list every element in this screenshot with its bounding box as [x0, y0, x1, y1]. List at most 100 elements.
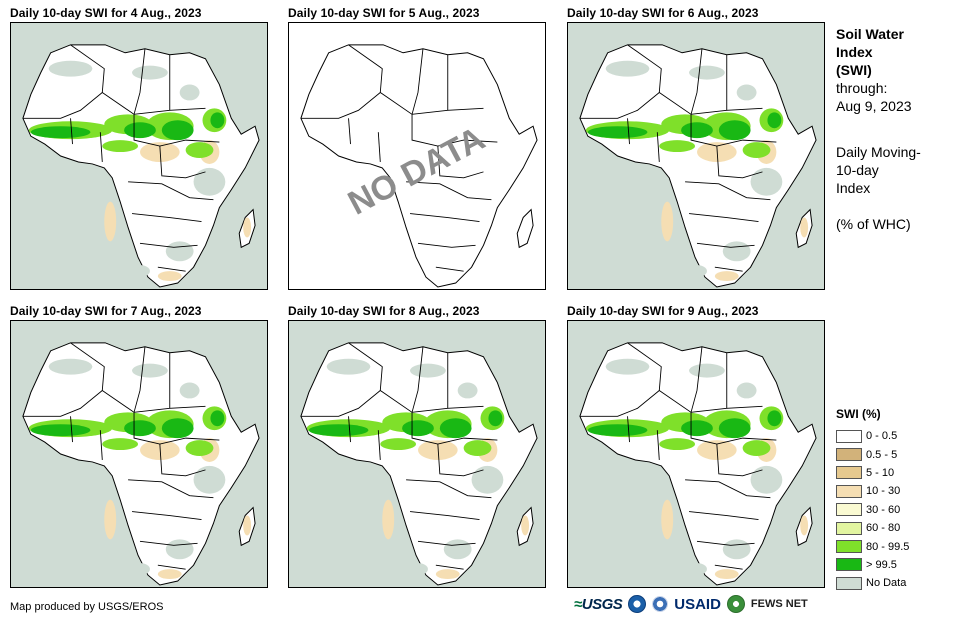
legend-label: No Data: [866, 577, 907, 590]
africa-map: [568, 321, 824, 587]
no-data-area: [443, 539, 472, 560]
country-border: [410, 213, 480, 222]
dry-area: [800, 515, 809, 536]
no-data-area: [179, 84, 200, 101]
no-data-area: [179, 382, 200, 399]
country-border: [627, 44, 662, 93]
swi-overlay: [585, 60, 809, 282]
country-border: [159, 444, 206, 477]
dry-area: [661, 499, 674, 540]
country-border: [627, 118, 630, 145]
no-data-area: [193, 465, 226, 494]
dry-area: [435, 569, 460, 580]
dry-area: [243, 515, 252, 536]
saturated-area: [161, 120, 194, 141]
country-border: [417, 540, 476, 546]
no-data-area: [193, 167, 226, 196]
usgs-logo: ≈USGS: [574, 595, 623, 613]
legend-swatch: [836, 484, 862, 498]
country-border: [714, 564, 743, 570]
country-border: [70, 118, 73, 145]
country-border: [437, 444, 484, 477]
country-border: [300, 92, 381, 119]
panel-title: Daily 10-day SWI for 6 Aug., 2023: [567, 6, 759, 20]
swi-overlay: [28, 60, 252, 282]
africa-map: [11, 321, 267, 587]
country-border: [133, 48, 146, 115]
desc-line2: 10-day: [836, 162, 879, 178]
africa-landmass: [579, 44, 817, 288]
swi-overlay: [28, 358, 252, 580]
legend-label: 5 - 10: [866, 466, 895, 479]
no-data-area: [736, 84, 757, 101]
map-frame: [288, 320, 546, 588]
panel-title: Daily 10-day SWI for 7 Aug., 2023: [10, 304, 202, 318]
legend-swatch: [836, 429, 862, 443]
country-border: [689, 511, 759, 520]
legend-item: 80 - 99.5: [836, 537, 961, 555]
fews-globe-icon: [726, 595, 745, 613]
dry-area: [382, 499, 395, 540]
country-border: [139, 540, 198, 546]
legend: SWI (%) 0 - 0.5 0.5 - 5 5 - 10 10 - 30 30 - …: [836, 407, 961, 593]
country-border: [22, 92, 103, 119]
country-border: [159, 146, 206, 179]
country-border: [133, 346, 146, 413]
country-border: [627, 342, 662, 391]
saturated-area: [767, 410, 782, 427]
country-border: [70, 416, 73, 443]
legend-label: > 99.5: [866, 558, 897, 571]
wet-area: [659, 140, 696, 153]
usaid-logo: USAID: [674, 595, 721, 613]
through-label: through:: [836, 80, 888, 96]
index-title-line3: (SWI): [836, 62, 872, 78]
africa-map: NO DATA: [289, 23, 545, 289]
no-data-area: [326, 358, 371, 375]
country-border: [132, 213, 202, 222]
legend-item: 10 - 30: [836, 482, 961, 500]
country-border: [99, 132, 103, 162]
dry-area: [157, 569, 182, 580]
dry-area: [243, 217, 252, 238]
no-data-area: [605, 60, 650, 77]
country-border: [132, 511, 202, 520]
desc-line3: Index: [836, 180, 871, 196]
saturated-area: [30, 424, 91, 437]
dry-area: [714, 271, 739, 282]
wet-area: [185, 142, 214, 158]
saturated-area: [767, 112, 782, 129]
no-data-area: [165, 539, 194, 560]
credit-text: Map produced by USGS/EROS: [10, 601, 164, 613]
country-border: [690, 412, 777, 445]
country-border: [656, 132, 660, 162]
country-border: [689, 213, 759, 222]
country-border: [377, 430, 381, 460]
country-border: [406, 479, 492, 499]
country-border: [128, 479, 214, 499]
dry-area: [714, 569, 739, 580]
country-border: [70, 44, 105, 93]
map-frame: [567, 22, 825, 290]
country-border: [716, 444, 763, 477]
country-border: [659, 92, 763, 115]
index-title-line1: Soil Water: [836, 26, 904, 42]
index-title-line2: Index: [836, 44, 873, 60]
no-data-area: [750, 465, 783, 494]
country-border: [157, 564, 186, 570]
fews-net-logo: FEWS NET: [750, 598, 808, 610]
legend-swatch: [836, 540, 862, 554]
country-border: [716, 146, 763, 179]
wet-area: [659, 438, 696, 451]
legend-swatch: [836, 466, 862, 480]
saturated-area: [681, 122, 713, 139]
country-border: [348, 118, 351, 145]
country-border: [99, 430, 103, 460]
legend-label: 0.5 - 5: [866, 448, 898, 461]
map-frame: [10, 320, 268, 588]
saturated-area: [488, 410, 503, 427]
swi-overlay: [585, 358, 809, 580]
no-data-area: [722, 539, 751, 560]
saturated-area: [681, 420, 713, 437]
country-border: [139, 242, 198, 248]
country-border: [406, 181, 492, 201]
